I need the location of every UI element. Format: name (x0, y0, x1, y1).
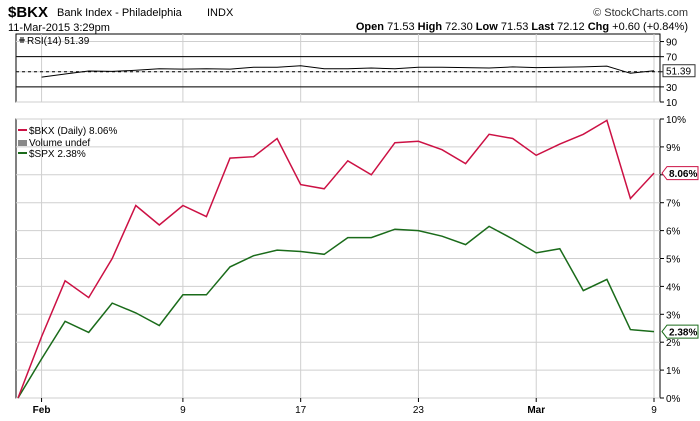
rsi-reference-lines (16, 56, 660, 88)
spx-series-line (17, 225, 655, 399)
rsi-tick-label: 10 (666, 98, 678, 109)
exchange-label: INDX (207, 7, 234, 19)
rsi-series-line (41, 65, 655, 78)
x-tick-label: 17 (295, 405, 307, 416)
x-tick-label: 9 (180, 405, 186, 416)
volume-legend-label: Volume undef (29, 138, 90, 149)
rsi-gridlines (16, 34, 660, 103)
chg-label: Chg (588, 21, 609, 33)
rsi-last-value-frame (662, 64, 696, 78)
bkx-last-value-frame (661, 166, 699, 181)
spx-last-value: 2.38% (669, 328, 697, 339)
performance-tick-label: 1% (666, 366, 681, 377)
rsi-last-value: 51.39 (666, 67, 691, 78)
spx-last-value-box: 2.38% (661, 324, 699, 339)
low-label: Low (476, 21, 498, 33)
high-value: 72.30 (445, 21, 473, 33)
bkx-last-value: 8.06% (669, 169, 697, 180)
performance-tick-label: 4% (666, 282, 681, 293)
rsi-legend: RSI(14) 51.39 (19, 36, 90, 47)
x-tick-label: Mar (527, 405, 545, 416)
rsi-last-value-box: 51.39 (662, 64, 696, 78)
volume-legend-swatch (18, 140, 27, 146)
bkx-last-value-box: 8.06% (661, 166, 699, 181)
rsi-legend-label: RSI(14) 51.39 (27, 36, 90, 47)
bkx-series-line (17, 119, 655, 399)
last-label: Last (531, 21, 554, 33)
performance-tick-label: 2% (666, 338, 681, 349)
rsi-legend-swatch (19, 37, 25, 43)
bkx-legend-swatch (18, 129, 27, 131)
open-value: 71.53 (387, 21, 415, 33)
rsi-tick-label: 70 (666, 53, 678, 64)
performance-tick-label: 7% (666, 199, 681, 210)
x-axis-ticks: Feb 9 17 23 Mar 9 (33, 398, 657, 416)
rsi-tick-label: 30 (666, 83, 678, 94)
x-tick-label: 23 (413, 405, 425, 416)
high-label: High (418, 21, 443, 33)
spx-last-value-frame (661, 324, 699, 339)
watermark: © StockCharts.com (593, 7, 688, 19)
spx-legend-swatch (18, 152, 27, 154)
x-tick-label: 9 (651, 405, 657, 416)
x-tick-label: Feb (33, 405, 51, 416)
rsi-panel: 9070503010 RSI(14) 51.39 51.39 (15, 33, 696, 109)
performance-tick-label: 0% (666, 394, 681, 405)
performance-legend: $BKX (Daily) 8.06% Volume undef $SPX 2.3… (18, 126, 117, 160)
bkx-legend-label: $BKX (Daily) 8.06% (29, 126, 117, 137)
performance-tick-label: 10% (666, 115, 686, 126)
last-value: 72.12 (557, 21, 585, 33)
quote-line: Open 71.53 High 72.30 Low 71.53 Last 72.… (356, 21, 688, 33)
performance-vertical-gridlines (41, 119, 655, 398)
rsi-panel-frame (15, 33, 661, 103)
open-label: Open (356, 21, 384, 33)
rsi-tick-label: 90 (666, 38, 678, 49)
spx-legend-label: $SPX 2.38% (29, 149, 86, 160)
performance-tick-label: 3% (666, 310, 681, 321)
performance-tick-label: 5% (666, 255, 681, 266)
chg-value: +0.60 (+0.84%) (612, 21, 688, 33)
performance-tick-label: 9% (666, 143, 681, 154)
index-name: Bank Index - Philadelphia (57, 7, 183, 19)
datetime-label: 11-Mar-2015 3:29pm (8, 22, 110, 34)
low-value: 71.53 (501, 21, 529, 33)
symbol-title: $BKX (8, 4, 48, 21)
performance-y-axis-ticks: 10%9%8%7%6%5%4%3%2%1%0% (660, 115, 686, 405)
performance-tick-label: 6% (666, 227, 681, 238)
